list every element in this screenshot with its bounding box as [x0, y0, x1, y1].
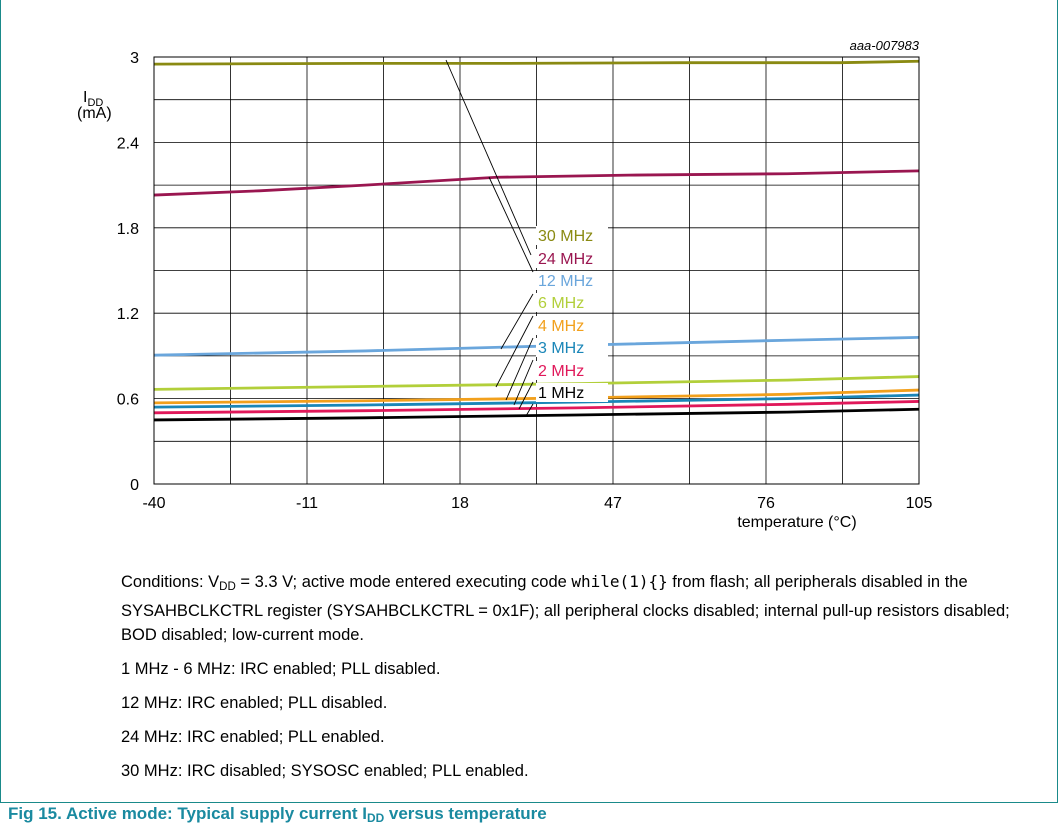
series-line-3-mhz — [153, 393, 920, 409]
legend-leader — [445, 59, 532, 256]
legend-label: 30 MHz — [538, 228, 593, 245]
legend-label: 4 MHz — [538, 318, 584, 335]
chart: -40 -11 18 47 76 105 0 0.6 1.2 1.8 2.4 3 30 MHz 24 M… — [77, 38, 933, 531]
note-line-3: 24 MHz: IRC enabled; PLL enabled. — [121, 728, 385, 746]
series-line-1-mhz — [153, 407, 920, 422]
legend-leader — [500, 293, 534, 350]
legend-labels: 30 MHz 24 MHz 12 MHz 6 MHz 4 MHz 3 MHz 2 MHz 1 … — [536, 226, 608, 402]
x-axis-label: temperature (°C) — [737, 514, 856, 531]
legend-leader — [505, 337, 534, 401]
plot-border — [153, 56, 920, 485]
legend-leader — [488, 176, 534, 273]
series-line-2-mhz — [153, 400, 920, 415]
legend-leader — [525, 403, 534, 417]
legend-label-bg — [536, 249, 608, 268]
axes: -40 -11 18 47 76 105 0 0.6 1.2 1.8 2.4 3 — [117, 50, 933, 512]
conditions-text: Conditions: VDD = 3.3 V; active mode ent… — [121, 572, 1010, 644]
legend-label: 6 MHz — [538, 295, 584, 312]
legend-leader — [513, 359, 534, 406]
legend-label-bg — [536, 226, 608, 245]
legend-label-bg — [536, 293, 608, 312]
x-tick-label: 105 — [906, 495, 933, 512]
figure-frame: -40 -11 18 47 76 105 0 0.6 1.2 1.8 2.4 3 30 MHz 24 M… — [0, 0, 1058, 803]
legend-label-bg — [536, 361, 608, 380]
legend-label: 2 MHz — [538, 363, 584, 380]
x-tick-label: 47 — [604, 495, 622, 512]
legend-label-bg — [536, 338, 608, 357]
legend-label: 24 MHz — [538, 251, 593, 268]
legend-label: 1 MHz — [538, 385, 584, 402]
note-line-1: 1 MHz - 6 MHz: IRC enabled; PLL disabled… — [121, 660, 441, 678]
note-line-4: 30 MHz: IRC disabled; SYSOSC enabled; PL… — [121, 762, 529, 780]
figure-caption: Fig 15. Active mode: Typical supply curr… — [8, 804, 547, 825]
y-tick-label: 2.4 — [117, 135, 139, 152]
y-tick-label: 1.2 — [117, 306, 139, 323]
legend-label-bg — [536, 271, 608, 290]
y-tick-label: 3 — [130, 50, 139, 67]
legend-leaders — [445, 59, 534, 417]
y-tick-label: 1.8 — [117, 221, 139, 238]
x-tick-label: -11 — [296, 495, 318, 512]
x-tick-label: -40 — [142, 495, 165, 512]
legend-label: 3 MHz — [538, 340, 584, 357]
legend-label-bg — [536, 316, 608, 335]
note-line-2: 12 MHz: IRC enabled; PLL disabled. — [121, 694, 388, 712]
legend-label: 12 MHz — [538, 273, 593, 290]
legend-leader — [495, 315, 534, 388]
y-axis-label: IDD — [83, 89, 103, 109]
y-axis-unit: (mA) — [77, 105, 112, 122]
code-snippet: while(1){} — [571, 572, 668, 591]
y-tick-label: 0.6 — [117, 392, 139, 409]
chart-code: aaa-007983 — [850, 38, 920, 53]
y-tick-label: 0 — [130, 477, 139, 494]
legend-label-bg — [536, 383, 608, 402]
legend-leader — [518, 381, 534, 410]
x-tick-label: 18 — [451, 495, 469, 512]
figure-notes: Conditions: VDD = 3.3 V; active mode ent… — [121, 570, 1021, 793]
x-tick-label: 76 — [757, 495, 775, 512]
series-line-30-mhz — [153, 59, 920, 66]
